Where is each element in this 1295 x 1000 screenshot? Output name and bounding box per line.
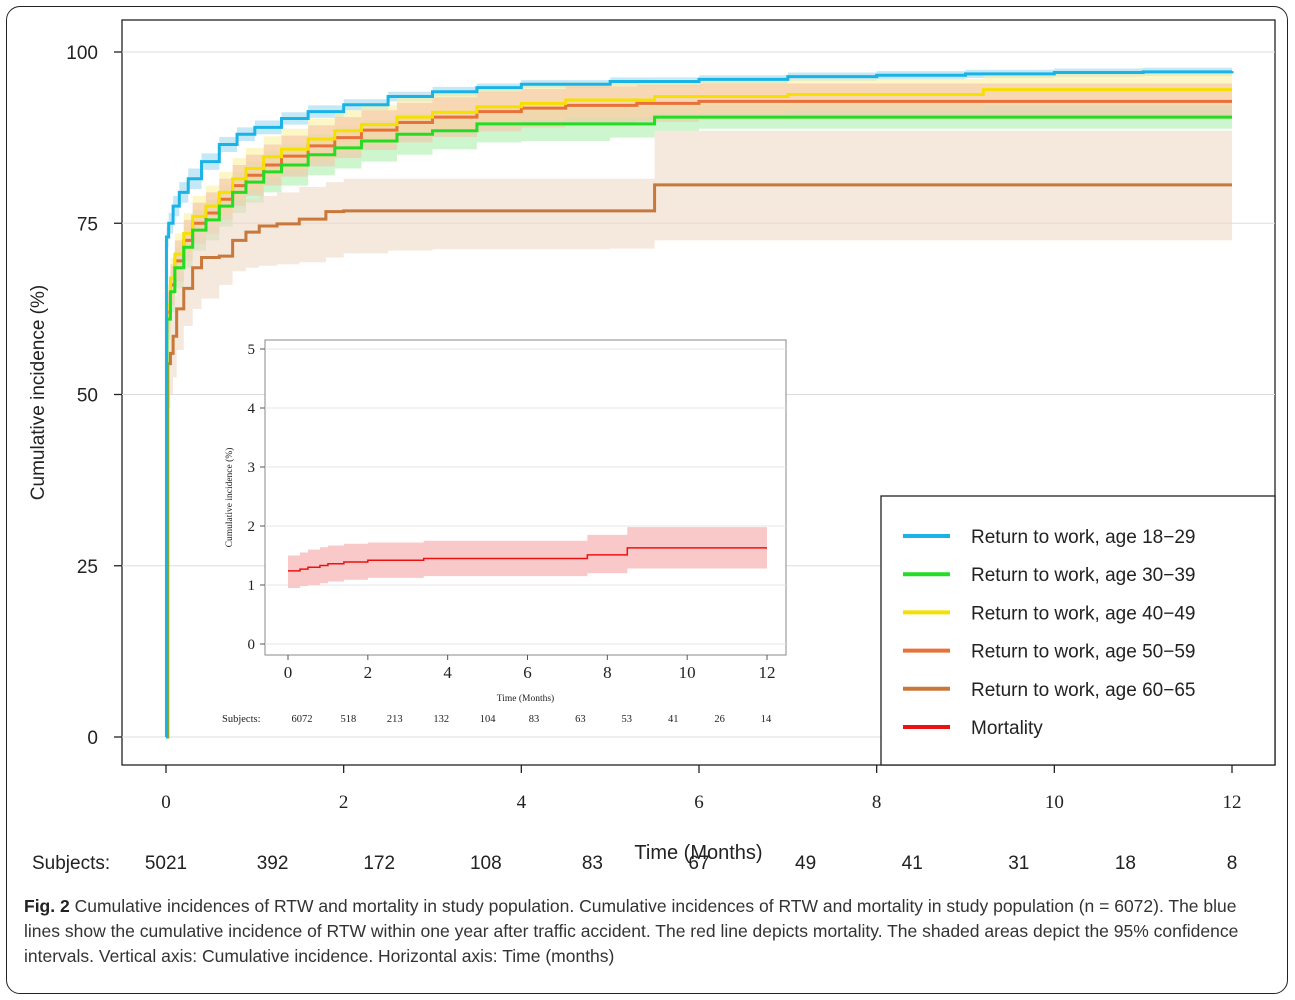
risk-table-value: 172 — [363, 853, 395, 874]
series-line — [165, 88, 1232, 739]
inset-risk-value: 213 — [387, 714, 403, 725]
inset-plot-area — [264, 339, 787, 656]
confidence-band — [166, 67, 1232, 737]
inset-risk-value: 132 — [433, 714, 449, 725]
inset-risk-value: 104 — [480, 714, 497, 725]
legend-box — [880, 495, 1276, 766]
figure-label: Fig. 2 — [24, 896, 70, 916]
x-axis-label: Time (Months) — [634, 842, 762, 864]
risk-table-label: Subjects: — [32, 853, 110, 874]
risk-table-value: 67 — [688, 853, 709, 874]
inset-y-tick-label: 3 — [248, 460, 256, 476]
y-tick-label: 50 — [77, 386, 98, 407]
inset-risk-value: 26 — [714, 714, 725, 725]
legend-label: Return to work, age 30−39 — [971, 565, 1195, 586]
y-tick-label: 75 — [77, 214, 98, 235]
risk-table-value: 49 — [795, 853, 816, 874]
inset-y-tick-label: 0 — [248, 637, 256, 653]
inset-y-tick-label: 5 — [248, 342, 256, 358]
risk-table-value: 83 — [582, 853, 603, 874]
inset-confidence-band — [288, 527, 767, 588]
inset-y-tick-label: 4 — [248, 401, 256, 417]
inset-risk-label: Subjects: — [222, 714, 261, 725]
risk-table-value: 108 — [470, 853, 502, 874]
inset-risk-value: 41 — [668, 714, 679, 725]
y-tick-label: 100 — [66, 43, 98, 64]
inset-risk-value: 53 — [622, 714, 633, 725]
legend-label: Mortality — [971, 718, 1043, 739]
inset-risk-value: 14 — [761, 714, 772, 725]
inset-risk-value: 83 — [529, 714, 540, 725]
inset-y-axis-label: Cumulative incidence (%) — [224, 448, 235, 548]
inset-series-line — [288, 547, 767, 572]
legend-label: Return to work, age 60−65 — [971, 680, 1195, 701]
x-tick-label: 12 — [1223, 792, 1242, 813]
risk-table-value: 392 — [257, 853, 289, 874]
series-line — [166, 183, 1232, 739]
inset-risk-value: 63 — [575, 714, 586, 725]
inset-y-tick-label: 2 — [248, 519, 256, 535]
risk-table-value: 18 — [1115, 853, 1136, 874]
y-axis-label: Cumulative incidence (%) — [28, 285, 49, 500]
confidence-band — [166, 130, 1232, 737]
inset-risk-value: 6072 — [292, 714, 313, 725]
series-line — [165, 115, 1232, 739]
x-tick-label: 6 — [694, 792, 704, 813]
inset-x-tick-label: 8 — [603, 663, 612, 682]
risk-table-value: 31 — [1008, 853, 1029, 874]
caption-text: Cumulative incidences of RTW and mortali… — [24, 896, 1239, 966]
legend-label: Return to work, age 40−49 — [971, 603, 1195, 624]
legend-label: Return to work, age 50−59 — [971, 642, 1195, 663]
x-tick-label: 2 — [339, 792, 349, 813]
risk-table-value: 5021 — [145, 853, 187, 874]
x-tick-label: 0 — [161, 792, 171, 813]
confidence-band — [166, 83, 1232, 737]
x-tick-label: 10 — [1045, 792, 1064, 813]
inset-x-axis-label: Time (Months) — [497, 693, 554, 704]
inset-x-tick-label: 0 — [284, 663, 293, 682]
inset-y-tick-label: 1 — [248, 578, 256, 594]
x-tick-label: 4 — [517, 792, 527, 813]
inset-x-tick-label: 12 — [759, 663, 776, 682]
risk-table-value: 41 — [902, 853, 923, 874]
confidence-band — [166, 72, 1232, 738]
y-tick-label: 0 — [87, 728, 98, 749]
x-tick-label: 8 — [872, 792, 882, 813]
y-tick-label: 25 — [77, 557, 98, 578]
inset-x-tick-label: 6 — [523, 663, 532, 682]
figure-caption: Fig. 2 Cumulative incidences of RTW and … — [24, 894, 1274, 969]
inset-x-tick-label: 10 — [679, 663, 696, 682]
inset-x-tick-label: 2 — [364, 663, 373, 682]
risk-table-value: 8 — [1227, 853, 1238, 874]
legend-label: Return to work, age 18−29 — [971, 527, 1195, 548]
inset-risk-value: 518 — [341, 714, 357, 725]
inset-x-tick-label: 4 — [443, 663, 452, 682]
series-line — [164, 70, 1234, 739]
